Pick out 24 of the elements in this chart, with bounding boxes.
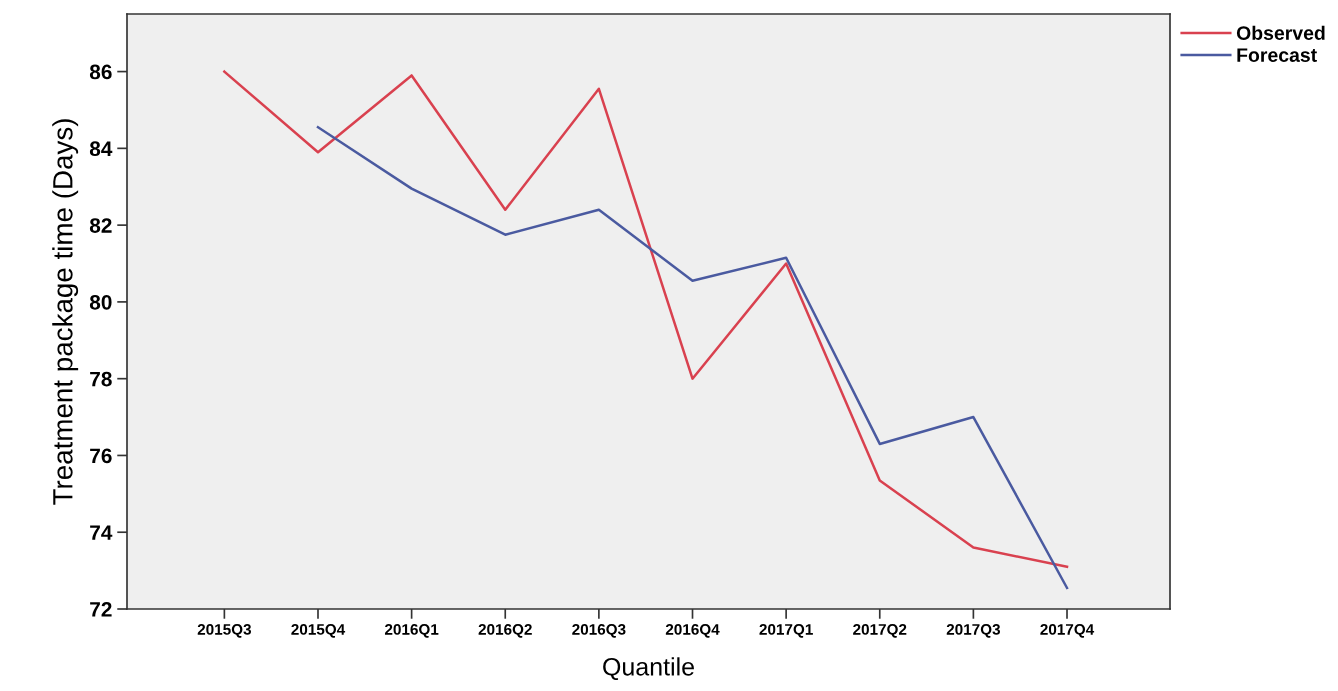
y-tick-label: 82	[89, 218, 112, 233]
x-tick-label: 2017Q3	[946, 623, 1001, 638]
x-axis-title: Quantile	[603, 657, 694, 681]
y-tick-label: 74	[90, 525, 113, 540]
y-tick-label: 78	[90, 371, 112, 387]
x-tick-label: 2015Q3	[197, 623, 252, 638]
y-tick-label: 86	[89, 64, 112, 80]
y-tick-label: 80	[89, 294, 112, 310]
x-tick-label: 2016Q3	[572, 623, 626, 638]
x-tick-label: 2016Q4	[665, 623, 720, 638]
y-tick-label: 84	[89, 141, 113, 157]
x-tick-label: 2016Q1	[384, 623, 439, 638]
y-axis-title: Treatment package time (Days)	[52, 119, 79, 505]
y-tick-label: 72	[90, 602, 112, 617]
x-tick-label: 2017Q1	[759, 623, 813, 638]
x-tick-label: 2016Q2	[478, 623, 532, 638]
x-tick-label: 2017Q4	[1040, 623, 1095, 638]
line-series	[316, 125, 1069, 590]
legend-label: Forecast	[1237, 48, 1317, 62]
legend-label: Observed	[1236, 25, 1325, 40]
y-tick-label: 76	[90, 448, 112, 464]
x-tick-label: 2015Q4	[291, 623, 346, 638]
x-tick-label: 2017Q2	[853, 623, 907, 638]
line-series	[223, 70, 1069, 569]
